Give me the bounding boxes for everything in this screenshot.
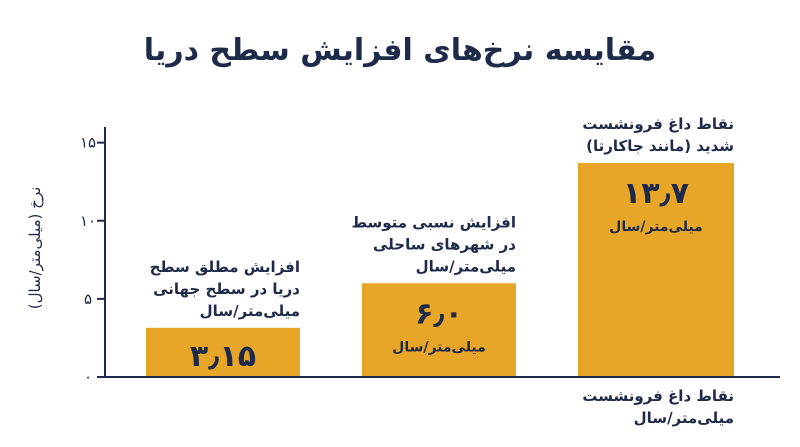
- y-tick-label: ۰: [84, 368, 92, 386]
- bar-value-label: ۱۳٫۷: [623, 176, 689, 211]
- bar-annotation-line: در شهرهای ساحلی: [373, 235, 516, 253]
- bar-unit-label: میلی‌متر/سال: [392, 339, 486, 355]
- bar-annotation-line: میلی‌متر/سال: [416, 257, 516, 275]
- bar: [362, 283, 516, 377]
- y-axis-label: نرخ (میلی‌متر/سال): [26, 187, 44, 310]
- bar-annotation-line: افزایش نسبی متوسط: [351, 213, 516, 231]
- bar-below-label: میلی‌متر/سال: [634, 409, 734, 427]
- chart-title: مقایسه نرخ‌های افزایش سطح دریا: [144, 33, 656, 68]
- bar-below-label: نقاط داغ فرونشست: [582, 387, 734, 405]
- bar-annotation-line: شدید (مانند جاکارتا): [586, 137, 734, 155]
- y-tick-label: ۱۵: [80, 134, 96, 152]
- bar: [146, 327, 300, 377]
- bar-value-label: ۳٫۱۵: [190, 339, 256, 374]
- y-ticks: ۰ ۵ ۱۰ ۱۵: [80, 134, 105, 386]
- bar-annotation-line: میلی‌متر/سال: [200, 302, 300, 320]
- bar-annotation-line: دریا در سطح جهانی: [153, 280, 300, 298]
- y-tick-label: ۵: [84, 290, 92, 308]
- bar-value-label: ۶٫۰: [415, 296, 463, 331]
- y-tick-label: ۱۰: [80, 212, 96, 230]
- bar-annotation-line: افزایش مطلق سطح: [150, 258, 300, 276]
- bar: [578, 162, 734, 377]
- bar-unit-label: میلی‌متر/سال: [609, 219, 703, 235]
- bars: افزایش مطلق سطح دریا در سطح جهانی میلی‌متر…: [146, 115, 734, 427]
- bar-annotation-line: نقاط داغ فرونشست: [582, 115, 734, 133]
